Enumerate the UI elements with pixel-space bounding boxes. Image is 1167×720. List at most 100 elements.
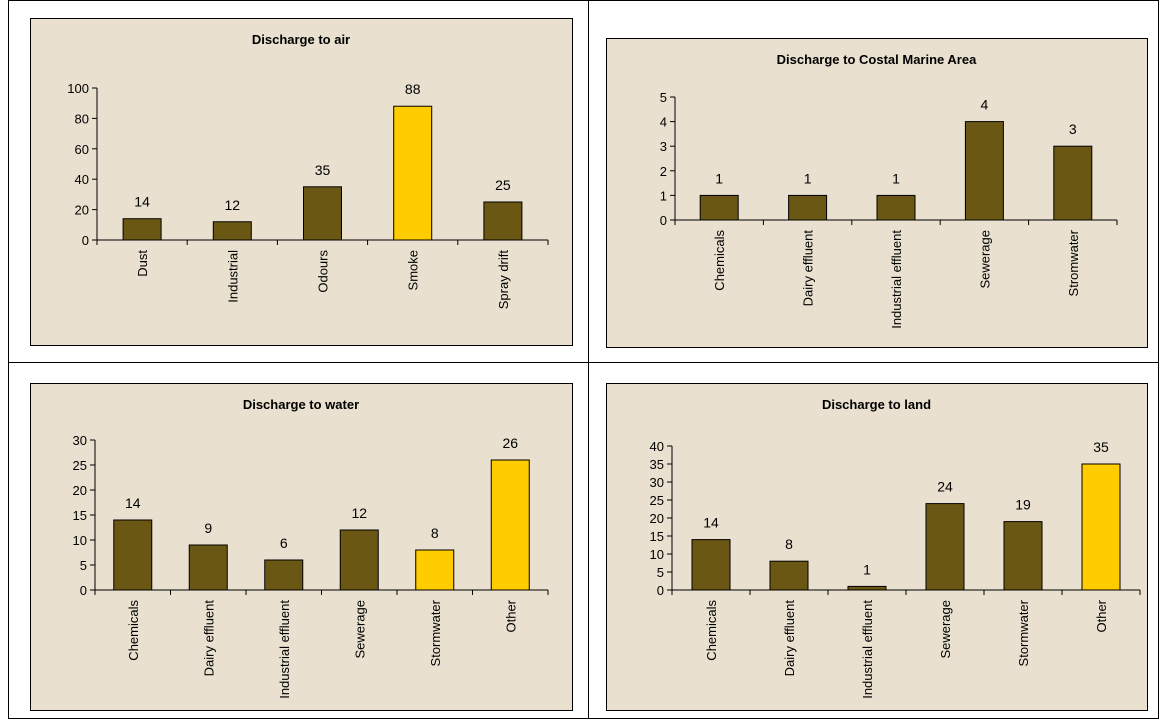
x-tick-label: Sewerage [352, 600, 367, 659]
bar [483, 201, 523, 241]
x-tick-label: Industrial [225, 250, 240, 303]
y-tick-label: 1 [660, 188, 667, 203]
value-label: 26 [502, 435, 518, 451]
value-label: 9 [204, 520, 212, 536]
x-tick-label: Chemicals [126, 600, 141, 661]
y-tick-label: 60 [75, 142, 89, 157]
value-label: 88 [405, 81, 421, 97]
value-label: 8 [785, 536, 793, 552]
value-label: 4 [981, 97, 989, 113]
x-tick-label: Smoke [406, 250, 421, 290]
bar [769, 560, 809, 591]
value-label: 1 [863, 561, 871, 577]
value-label: 6 [280, 535, 288, 551]
value-label: 1 [892, 170, 900, 186]
y-tick-label: 40 [75, 172, 89, 187]
value-label: 1 [804, 170, 812, 186]
y-tick-label: 25 [73, 458, 87, 473]
value-label: 19 [1015, 497, 1031, 513]
y-tick-label: 5 [660, 90, 667, 105]
x-tick-label: Dairy effluent [801, 230, 816, 307]
y-tick-label: 0 [660, 213, 667, 228]
bar [691, 539, 731, 591]
x-tick-label: Industrial effluent [860, 600, 875, 699]
chart-background [30, 18, 573, 346]
bar [1003, 521, 1043, 591]
x-tick-label: Stormwater [1016, 599, 1031, 666]
x-tick-label: Dairy effluent [782, 600, 797, 677]
value-label: 25 [495, 177, 511, 193]
y-tick-label: 40 [650, 439, 664, 454]
bar [925, 503, 965, 591]
value-label: 14 [134, 194, 150, 210]
value-label: 35 [1093, 439, 1109, 455]
y-tick-label: 25 [650, 493, 664, 508]
value-label: 1 [715, 170, 723, 186]
y-tick-label: 30 [650, 475, 664, 490]
y-tick-label: 80 [75, 111, 89, 126]
y-tick-label: 20 [73, 483, 87, 498]
chart-title: Discharge to air [252, 32, 350, 47]
y-tick-label: 15 [650, 529, 664, 544]
x-tick-label: Odours [316, 250, 331, 293]
value-label: 8 [431, 525, 439, 541]
bar [415, 549, 455, 591]
bar [113, 519, 153, 591]
bar [188, 544, 228, 591]
bar [264, 559, 304, 591]
bar [490, 459, 530, 591]
bar [699, 194, 739, 221]
chart-background [606, 383, 1148, 711]
x-tick-label: Stromwater [1066, 229, 1081, 296]
bar [212, 221, 252, 241]
y-tick-label: 0 [82, 233, 89, 248]
y-tick-label: 4 [660, 115, 667, 130]
x-tick-label: Chemicals [712, 230, 727, 291]
y-tick-label: 100 [67, 81, 89, 96]
x-tick-label: Industrial effluent [277, 600, 292, 699]
x-tick-label: Dust [135, 250, 150, 277]
chart-title: Discharge to land [822, 397, 931, 412]
value-label: 3 [1069, 121, 1077, 137]
y-tick-label: 0 [657, 583, 664, 598]
y-tick-label: 10 [73, 533, 87, 548]
value-label: 14 [125, 495, 141, 511]
y-tick-label: 35 [650, 457, 664, 472]
x-tick-label: Other [503, 599, 518, 632]
x-tick-label: Stormwater [428, 599, 443, 666]
chart-title: Discharge to water [243, 397, 359, 412]
value-label: 35 [315, 162, 331, 178]
value-label: 12 [225, 197, 241, 213]
bar [1081, 463, 1121, 591]
bar [1053, 145, 1093, 221]
y-tick-label: 0 [80, 583, 87, 598]
x-tick-label: Other [1094, 599, 1109, 632]
bar [964, 121, 1004, 221]
x-tick-label: Industrial effluent [889, 230, 904, 329]
x-tick-label: Sewerage [977, 230, 992, 289]
y-tick-label: 3 [660, 139, 667, 154]
bar [303, 186, 342, 241]
value-label: 12 [351, 505, 367, 521]
y-tick-label: 10 [650, 547, 664, 562]
y-tick-label: 20 [650, 511, 664, 526]
value-label: 24 [937, 479, 953, 495]
y-tick-label: 15 [73, 508, 87, 523]
x-tick-label: Spray drift [496, 250, 511, 310]
y-tick-label: 2 [660, 164, 667, 179]
y-tick-label: 5 [80, 558, 87, 573]
x-tick-label: Dairy effluent [201, 600, 216, 677]
bar [847, 585, 887, 591]
y-tick-label: 20 [75, 203, 89, 218]
table-border [8, 0, 1159, 719]
y-tick-label: 30 [73, 433, 87, 448]
bar [393, 105, 433, 241]
chart-title: Discharge to Costal Marine Area [777, 52, 977, 67]
bar [339, 529, 379, 591]
value-label: 14 [703, 515, 719, 531]
x-tick-label: Sewerage [938, 600, 953, 659]
bar [788, 194, 828, 221]
bar [876, 194, 916, 221]
